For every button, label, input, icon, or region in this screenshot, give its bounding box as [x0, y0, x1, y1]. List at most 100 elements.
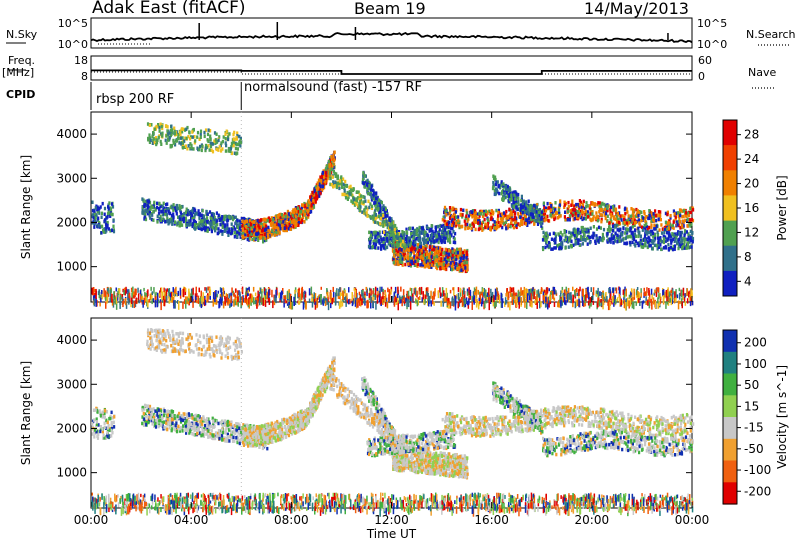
power-panel-cell — [434, 225, 437, 230]
power-panel-cell — [219, 222, 222, 227]
power-panel-cell — [165, 141, 168, 145]
power-panel-clutter — [561, 286, 564, 290]
power-panel-clutter — [581, 296, 583, 301]
power-panel-cell — [224, 132, 227, 136]
power-panel-clutter — [132, 286, 134, 293]
power-panel-cell — [201, 144, 204, 149]
power-panel-clutter — [267, 287, 270, 291]
power-panel-cell — [169, 145, 172, 149]
power-panel-cell — [160, 132, 163, 136]
power-panel-cell — [362, 174, 365, 178]
power-panel-cell — [439, 236, 442, 240]
power-panel-cell — [410, 259, 413, 264]
power-panel-clutter — [376, 295, 379, 304]
power-panel-cell — [412, 242, 415, 246]
power-panel-clutter — [261, 291, 263, 301]
power-panel-cell — [231, 151, 234, 155]
power-panel-clutter — [183, 299, 186, 305]
power-panel-clutter — [182, 288, 185, 298]
power-panel-clutter — [342, 290, 344, 300]
power-panel-cell — [410, 248, 413, 252]
power-panel-cell — [371, 244, 374, 249]
power-panel-clutter — [548, 288, 550, 292]
power-panel-clutter — [293, 296, 295, 306]
power-panel-cell — [473, 211, 476, 216]
power-panel-clutter — [654, 289, 656, 294]
power-panel-cell — [478, 211, 481, 216]
power-panel-cell — [182, 219, 185, 224]
power-panel-cell — [215, 226, 218, 231]
power-panel-cell — [567, 205, 570, 209]
power-panel-clutter — [330, 302, 332, 309]
power-panel-cell — [453, 256, 456, 260]
power-panel-cell — [246, 225, 249, 230]
power-panel-cell — [374, 196, 378, 201]
power-panel-clutter — [453, 298, 455, 306]
power-panel-cell — [467, 217, 470, 222]
power-panel-clutter — [462, 300, 464, 306]
power-panel-clutter — [587, 300, 590, 306]
power-panel-clutter — [553, 301, 556, 307]
power-panel-clutter — [358, 291, 361, 296]
power-panel-clutter — [451, 297, 453, 307]
power-panel-cell — [314, 200, 317, 204]
power-panel-cell — [161, 209, 164, 214]
power-panel-clutter — [330, 292, 332, 299]
power-panel-cell — [234, 146, 237, 151]
power-panel-cell — [165, 134, 168, 138]
power-panel-clutter — [576, 287, 578, 293]
power-panel-clutter — [338, 301, 341, 309]
power-panel-cell — [278, 231, 281, 235]
power-panel-cell — [464, 269, 467, 274]
power-panel-cell — [294, 214, 297, 218]
power-panel-clutter — [178, 301, 180, 310]
power-panel-cell — [198, 224, 201, 229]
power-panel-cell — [400, 235, 403, 240]
power-panel-clutter — [187, 297, 190, 304]
power-panel-clutter — [425, 287, 428, 294]
power-panel-clutter — [445, 287, 448, 297]
power-panel-clutter — [481, 293, 484, 301]
power-panel-cell — [395, 242, 398, 247]
power-panel-clutter — [332, 286, 334, 292]
power-panel-cell — [109, 214, 112, 218]
power-panel-cell — [162, 201, 165, 206]
power-panel-cell — [227, 135, 230, 139]
power-panel-clutter — [631, 289, 633, 298]
power-panel-clutter — [567, 293, 569, 300]
power-panel-cell — [93, 225, 96, 229]
power-panel-cell — [582, 216, 585, 221]
power-panel-cell — [158, 217, 161, 221]
power-panel-clutter — [287, 299, 289, 304]
power-panel-clutter — [506, 288, 508, 293]
power-panel-cell — [232, 132, 235, 137]
power-panel-clutter — [308, 298, 311, 304]
power-panel-cell — [454, 251, 457, 255]
power-panel-clutter — [652, 297, 655, 305]
power-panel-cell — [283, 226, 286, 230]
power-panel-cell — [201, 223, 204, 228]
power-panel-clutter — [505, 293, 507, 297]
power-panel-clutter — [471, 301, 473, 310]
power-panel-clutter — [355, 299, 358, 309]
power-panel-clutter — [490, 288, 492, 294]
power-panel-clutter — [472, 297, 475, 302]
power-panel-cell — [171, 206, 174, 210]
power-panel-cell — [579, 215, 583, 220]
power-panel-clutter — [677, 300, 680, 310]
power-panel-cell — [187, 208, 190, 213]
power-panel-cell — [285, 224, 288, 228]
power-panel-cell — [424, 263, 427, 267]
power-panel-cell — [299, 209, 302, 214]
power-panel-cell — [376, 239, 379, 244]
power-panel-clutter — [452, 287, 454, 291]
power-panel-cell — [434, 240, 437, 244]
power-panel-clutter — [237, 300, 239, 307]
power-panel-cell — [456, 263, 459, 268]
power-panel-clutter — [372, 300, 374, 308]
power-panel-clutter — [349, 298, 351, 305]
power-panel-cell — [409, 262, 412, 266]
power-panel-clutter — [463, 300, 465, 308]
power-panel-clutter — [511, 296, 513, 305]
